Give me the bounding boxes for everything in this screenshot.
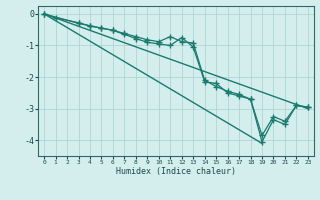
- X-axis label: Humidex (Indice chaleur): Humidex (Indice chaleur): [116, 167, 236, 176]
